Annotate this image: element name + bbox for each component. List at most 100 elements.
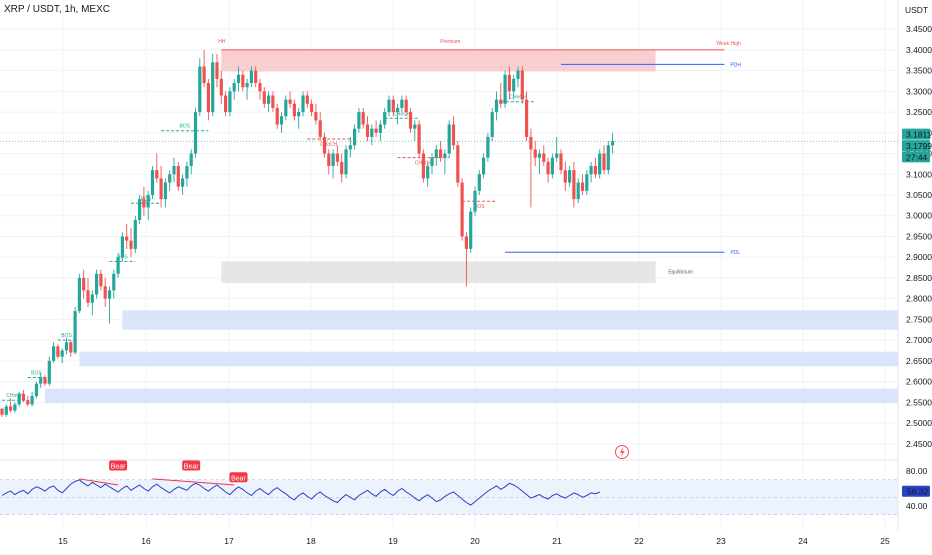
candle-body[interactable] — [400, 99, 404, 108]
candle-body[interactable] — [159, 178, 163, 200]
candle-body[interactable] — [593, 165, 597, 175]
candle-body[interactable] — [181, 178, 185, 187]
candle-body[interactable] — [172, 165, 176, 175]
candle-body[interactable] — [249, 70, 253, 84]
candle-body[interactable] — [421, 153, 425, 179]
candle-body[interactable] — [598, 153, 602, 175]
candle-body[interactable] — [30, 396, 34, 405]
candle-body[interactable] — [327, 153, 331, 166]
candle-body[interactable] — [142, 199, 146, 208]
candle-body[interactable] — [460, 182, 464, 237]
candle-body[interactable] — [125, 236, 129, 241]
candle-body[interactable] — [542, 153, 546, 162]
candle-body[interactable] — [77, 277, 81, 312]
candle-body[interactable] — [202, 66, 206, 84]
candle-body[interactable] — [146, 195, 150, 208]
candle-body[interactable] — [611, 141, 615, 146]
candle-body[interactable] — [215, 62, 219, 79]
candle-body[interactable] — [82, 277, 86, 291]
candle-body[interactable] — [47, 360, 51, 384]
candle-body[interactable] — [365, 124, 370, 137]
candle-body[interactable] — [374, 128, 378, 133]
candle-body[interactable] — [17, 394, 21, 405]
candle-body[interactable] — [258, 83, 262, 92]
candle-body[interactable] — [456, 145, 460, 183]
candle-body[interactable] — [262, 91, 266, 104]
candle-body[interactable] — [56, 346, 60, 357]
candle-body[interactable] — [507, 74, 511, 92]
candle-body[interactable] — [185, 165, 189, 179]
candle-body[interactable] — [378, 124, 382, 133]
candle-body[interactable] — [576, 182, 580, 200]
candle-body[interactable] — [550, 157, 554, 175]
candle-body[interactable] — [426, 165, 430, 179]
candle-body[interactable] — [39, 377, 43, 384]
candle-body[interactable] — [520, 70, 524, 100]
candle-body[interactable] — [447, 124, 451, 154]
candle-body[interactable] — [568, 170, 572, 183]
candle-body[interactable] — [396, 107, 400, 113]
candle-body[interactable] — [232, 83, 236, 92]
candle-body[interactable] — [245, 83, 249, 88]
candle-body[interactable] — [589, 165, 593, 175]
candle-body[interactable] — [95, 273, 99, 295]
candle-body[interactable] — [138, 199, 142, 220]
candle-body[interactable] — [189, 153, 193, 166]
candle-body[interactable] — [90, 294, 94, 303]
candle-body[interactable] — [322, 136, 327, 154]
candle-body[interactable] — [288, 99, 292, 104]
candle-body[interactable] — [120, 236, 124, 258]
candle-body[interactable] — [417, 124, 421, 154]
candle-body[interactable] — [606, 145, 610, 171]
candle-body[interactable] — [353, 128, 357, 146]
candle-body[interactable] — [236, 74, 241, 84]
candle-body[interactable] — [9, 406, 13, 411]
candle-body[interactable] — [310, 103, 314, 113]
candle-body[interactable] — [555, 153, 559, 158]
candle-body[interactable] — [602, 153, 606, 171]
candle-body[interactable] — [284, 99, 288, 117]
candle-body[interactable] — [103, 286, 107, 299]
candle-body[interactable] — [73, 311, 77, 353]
candle-body[interactable] — [228, 91, 232, 113]
candle-body[interactable] — [69, 342, 73, 353]
time-axis[interactable]: 15 16 17 18 19 20 21 22 23 24 25 — [58, 536, 890, 546]
candle-body[interactable] — [439, 149, 443, 158]
candle-body[interactable] — [86, 290, 90, 303]
candle-body[interactable] — [563, 170, 567, 183]
candle-body[interactable] — [499, 99, 503, 104]
candle-body[interactable] — [198, 66, 202, 113]
candle-body[interactable] — [383, 112, 387, 125]
candle-body[interactable] — [537, 153, 542, 158]
candle-body[interactable] — [482, 157, 486, 175]
candle-body[interactable] — [512, 78, 516, 92]
candles-layer[interactable] — [0, 49, 615, 417]
candle-body[interactable] — [486, 136, 490, 158]
candle-body[interactable] — [193, 112, 198, 154]
candle-body[interactable] — [434, 149, 438, 158]
price-axis[interactable]: 3.45003.40003.35003.30003.25003.20003.15… — [0, 24, 932, 449]
candle-body[interactable] — [546, 161, 550, 175]
candle-body[interactable] — [150, 170, 155, 195]
candle-body[interactable] — [292, 103, 296, 117]
candle-body[interactable] — [0, 408, 4, 415]
candle-body[interactable] — [305, 95, 309, 104]
candle-body[interactable] — [529, 136, 533, 150]
candle-body[interactable] — [34, 383, 38, 397]
candle-body[interactable] — [206, 83, 210, 113]
candle-body[interactable] — [408, 112, 413, 129]
candle-body[interactable] — [391, 99, 395, 113]
candle-body[interactable] — [490, 112, 494, 137]
candle-body[interactable] — [271, 95, 275, 108]
flash-icon[interactable] — [615, 445, 629, 459]
candle-body[interactable] — [494, 99, 499, 113]
candle-body[interactable] — [318, 120, 322, 137]
candle-body[interactable] — [413, 124, 417, 129]
candle-body[interactable] — [370, 128, 374, 137]
candle-body[interactable] — [503, 74, 507, 104]
candle-body[interactable] — [404, 99, 408, 113]
candle-body[interactable] — [516, 70, 520, 79]
candle-body[interactable] — [473, 190, 477, 212]
candle-body[interactable] — [279, 116, 284, 125]
